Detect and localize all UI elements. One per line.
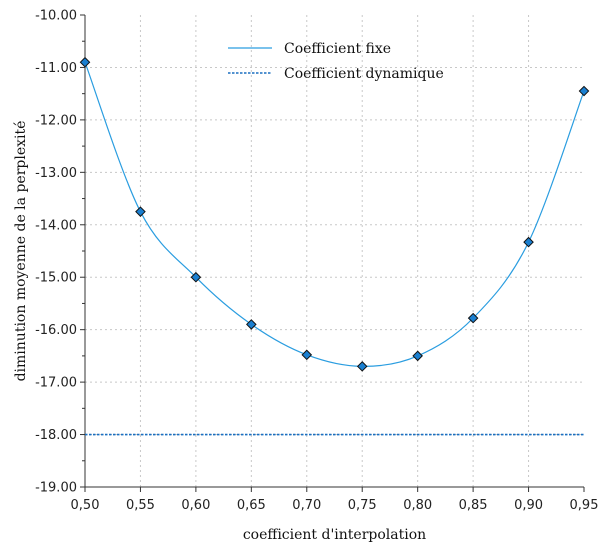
- legend-label: Coefficient fixe: [284, 41, 391, 57]
- y-tick-label: -14.00: [35, 218, 77, 233]
- data-point-diamond: [523, 236, 534, 248]
- y-tick-label: -16.00: [35, 323, 77, 338]
- data-point-diamond: [79, 56, 91, 68]
- x-tick-label: 0,50: [71, 498, 100, 513]
- x-tick-label: 0,95: [570, 498, 598, 513]
- y-tick-label: -11.00: [35, 61, 77, 76]
- series-line-coefficient-fixe: [84, 61, 585, 367]
- axes: 0,50 0,55 0,60 0,65 0,70 0,75 0,80 0,85 0,90 0,95…: [35, 9, 598, 514]
- grid: [85, 15, 584, 487]
- y-axis-title: diminution moyenne de la perplexité: [13, 121, 29, 382]
- x-tick-label: 0,55: [126, 498, 155, 513]
- legend: Coefficient fixe Coefficient dynamique: [228, 41, 444, 82]
- x-tick-label: 0,75: [348, 498, 377, 513]
- y-tick-label: -17.00: [35, 376, 77, 391]
- x-tick-label: 0,80: [403, 498, 432, 513]
- x-tick-label: 0,70: [292, 498, 321, 513]
- x-tick-label: 0,85: [459, 498, 488, 513]
- data-point-diamond: [135, 206, 146, 217]
- data-point-diamond: [190, 271, 202, 283]
- legend-label: Coefficient dynamique: [284, 66, 444, 82]
- x-tick-label: 0,90: [514, 498, 543, 513]
- x-axis-title: coefficient d'interpolation: [243, 527, 426, 543]
- data-point-diamond: [356, 361, 368, 372]
- data-point-diamond: [578, 85, 590, 97]
- y-tick-label: -19.00: [35, 481, 77, 496]
- y-tick-label: -10.00: [35, 9, 77, 24]
- y-tick-label: -13.00: [35, 166, 77, 181]
- y-tick-label: -12.00: [35, 113, 77, 128]
- series-layer: [79, 56, 590, 436]
- data-point-diamond: [467, 312, 479, 324]
- x-tick-label: 0,60: [181, 498, 210, 513]
- data-point-diamond: [246, 319, 257, 330]
- data-point-diamond: [412, 350, 423, 362]
- y-tick-label: -18.00: [35, 428, 77, 443]
- y-tick-label: -15.00: [35, 271, 77, 286]
- x-tick-label: 0,65: [237, 498, 266, 513]
- data-point-diamond: [301, 349, 313, 361]
